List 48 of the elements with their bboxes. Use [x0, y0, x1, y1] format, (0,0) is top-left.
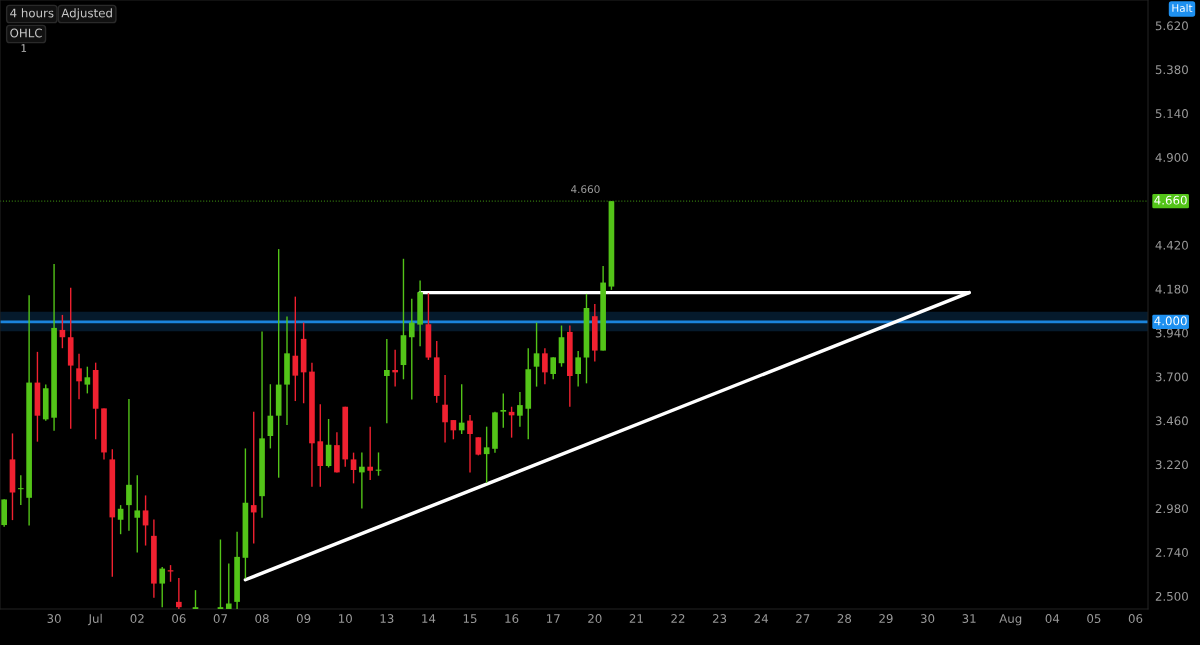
- x-tick-label: 21: [629, 614, 643, 623]
- x-tick-label: 30: [47, 614, 61, 623]
- x-tick-label: 07: [213, 614, 227, 623]
- x-tick-label: 16: [505, 614, 519, 623]
- x-tick-label: 05: [1087, 614, 1101, 623]
- y-tick-label: 2.740: [1155, 548, 1188, 557]
- text: Halt: [1172, 3, 1193, 13]
- x-tick-label: Jul: [87, 613, 102, 626]
- x-tick-label: 20: [588, 614, 602, 623]
- y-tick-label: 3.220: [1155, 460, 1188, 470]
- x-tick-label: 09: [296, 614, 311, 623]
- x-tick-label: 06: [1128, 614, 1143, 623]
- x-tick-label: 24: [754, 614, 769, 623]
- x-tick-label: 27: [796, 614, 810, 623]
- ref-line-label: 4.660: [1154, 195, 1187, 205]
- y-tick-label: 5.620: [1155, 21, 1188, 31]
- x-tick-label: 31: [962, 614, 976, 623]
- x-tick-label: 30: [920, 614, 935, 623]
- x-tick-label: Aug: [999, 614, 1022, 626]
- y-tick-label: 5.140: [1155, 109, 1188, 119]
- ref-line-label: 4.000: [1154, 316, 1187, 326]
- annotation: Adjusted: [61, 8, 112, 20]
- y-tick-label: 3.940: [1155, 328, 1188, 338]
- x-tick-label: 08: [255, 614, 269, 623]
- y-tick-label: 4.900: [1155, 153, 1188, 162]
- annotation: 4.660: [571, 185, 600, 194]
- annotation: OHLC: [10, 28, 42, 38]
- annotation: 4 hours: [10, 8, 54, 18]
- x-tick-label: 06: [172, 614, 186, 623]
- y-tick-label: 5.380: [1155, 65, 1188, 75]
- x-tick-label: 14: [422, 614, 436, 623]
- x-tick-label: 23: [712, 614, 727, 623]
- x-tick-label: 02: [130, 614, 144, 623]
- annotation: 1: [21, 44, 27, 52]
- y-tick-label: 2.980: [1155, 504, 1188, 514]
- y-tick-label: 3.700: [1155, 372, 1188, 382]
- x-tick-label: 29: [879, 614, 893, 623]
- x-tick-label: 28: [837, 614, 852, 623]
- y-tick-label: 2.500: [1155, 591, 1188, 601]
- x-tick-label: 13: [380, 614, 394, 623]
- x-tick-label: 04: [1045, 614, 1060, 623]
- x-tick-label: 17: [546, 614, 560, 623]
- x-tick-label: 10: [339, 614, 352, 623]
- x-tick-label: 15: [463, 614, 477, 623]
- x-tick-label: 22: [671, 614, 685, 623]
- y-tick-label: 3.460: [1155, 416, 1188, 426]
- y-tick-label: 4.420: [1155, 240, 1188, 250]
- y-tick-label: 4.180: [1155, 284, 1188, 294]
